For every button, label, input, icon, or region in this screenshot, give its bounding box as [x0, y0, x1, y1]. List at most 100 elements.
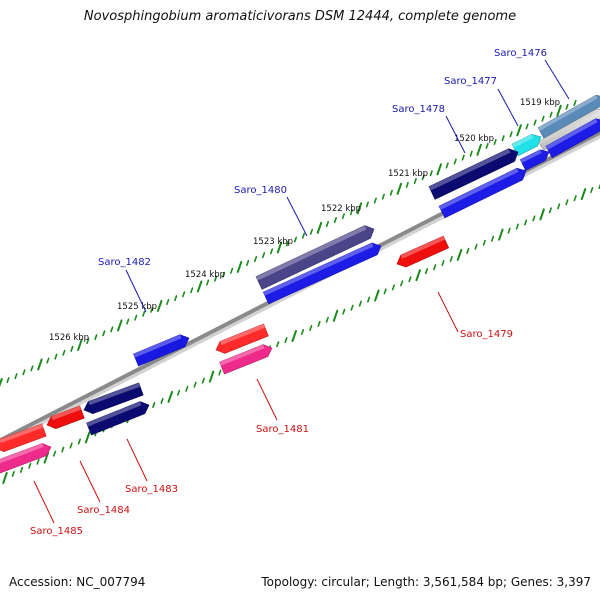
gene-arrow-Saro_1480-b[interactable] — [262, 242, 382, 305]
major-tick — [396, 182, 403, 195]
minor-tick — [94, 334, 98, 341]
major-tick — [236, 260, 243, 273]
gene-arrow-Saro_1484[interactable] — [46, 405, 85, 430]
minor-tick — [590, 187, 594, 194]
minor-tick — [253, 256, 258, 263]
gene-arrow-Saro_1483[interactable] — [83, 382, 144, 415]
major-tick — [208, 370, 215, 383]
minor-tick — [453, 158, 457, 165]
major-tick — [580, 188, 587, 201]
minor-tick — [102, 330, 106, 337]
gene-label-Saro_1481[interactable]: Saro_1481 — [256, 424, 309, 435]
minor-tick — [293, 236, 298, 243]
minor-tick — [598, 183, 600, 189]
gene-leader-line — [437, 291, 459, 333]
gene-label-Saro_1483[interactable]: Saro_1483 — [125, 484, 178, 495]
minor-tick — [333, 217, 337, 224]
major-tick — [415, 269, 421, 282]
minor-tick — [524, 219, 528, 226]
minor-tick — [110, 326, 114, 333]
minor-tick — [507, 227, 511, 234]
minor-tick — [62, 349, 66, 356]
minor-tick — [408, 276, 412, 283]
gene-arrow-Saro_1479[interactable] — [396, 235, 450, 268]
minor-tick — [325, 316, 329, 323]
minor-tick — [152, 401, 156, 409]
gene-arrow-Saro_1476-c[interactable] — [545, 118, 600, 159]
minor-tick — [134, 314, 138, 321]
gene-arrow-Saro_1476-b[interactable] — [538, 108, 600, 151]
minor-tick — [474, 243, 478, 250]
major-tick — [84, 431, 91, 444]
minor-tick — [53, 450, 57, 457]
minor-tick — [261, 252, 266, 259]
minor-tick — [421, 174, 425, 181]
gene-label-Saro_1480[interactable]: Saro_1480 — [234, 185, 287, 196]
minor-tick — [461, 154, 465, 161]
tick-layer — [0, 100, 600, 484]
gene-arrow-Saro_1483-b[interactable] — [86, 401, 150, 436]
gene-label-Saro_1485[interactable]: Saro_1485 — [30, 526, 83, 537]
minor-tick — [77, 438, 81, 445]
gene-label-Saro_1482[interactable]: Saro_1482 — [98, 257, 151, 268]
minor-tick — [201, 377, 205, 384]
minor-tick — [466, 247, 470, 254]
gene-arrow-Saro_1485[interactable] — [0, 423, 47, 453]
minor-tick — [349, 209, 353, 216]
minor-tick — [276, 341, 280, 348]
minor-tick — [373, 197, 377, 204]
major-tick — [167, 390, 174, 403]
gene-label-Saro_1477[interactable]: Saro_1477 — [444, 76, 497, 87]
gene-label-Saro_1479[interactable]: Saro_1479 — [460, 329, 513, 340]
minor-tick — [54, 353, 58, 360]
minor-tick — [182, 291, 186, 298]
minor-tick — [166, 299, 170, 306]
minor-tick — [391, 284, 395, 291]
major-tick — [332, 309, 339, 322]
kbp-label: 1520 kbp — [454, 134, 494, 144]
minor-tick — [532, 215, 536, 222]
minor-tick — [309, 228, 314, 235]
minor-tick — [269, 248, 274, 255]
gene-leader-line — [544, 59, 570, 100]
gene-arrow-Saro_1478-b[interactable] — [438, 167, 527, 219]
major-tick — [117, 319, 123, 332]
minor-tick — [509, 131, 513, 138]
gene-label-Saro_1476[interactable]: Saro_1476 — [494, 48, 547, 59]
gene-leader-line — [286, 196, 308, 237]
minor-tick — [350, 304, 354, 311]
major-tick — [356, 202, 363, 215]
gene-label-Saro_1478[interactable]: Saro_1478 — [392, 104, 445, 115]
minor-tick — [525, 123, 529, 130]
gene-arrow-Saro_1481[interactable] — [215, 323, 269, 354]
gene-arrow-Saro_1482[interactable] — [133, 334, 190, 367]
minor-tick — [70, 345, 74, 352]
minor-tick — [367, 296, 371, 303]
gene-arrow-Saro_1485-b[interactable] — [0, 443, 52, 474]
gene-arrow-Saro_1476[interactable] — [537, 94, 600, 139]
minor-tick — [565, 103, 569, 110]
label-layer: 1519 kbp 1520 kbp 1521 kbp 1522 kbp 1523 kbp… — [30, 48, 570, 537]
gene-leader-line — [497, 88, 519, 127]
minor-tick — [445, 162, 449, 169]
minor-tick — [230, 267, 234, 274]
kbp-label: 1524 kbp — [185, 270, 225, 280]
gene-arrow-Saro_1480[interactable] — [255, 225, 375, 290]
gene-label-Saro_1484[interactable]: Saro_1484 — [77, 505, 130, 516]
genome-summary-text: Topology: circular; Length: 3,561,584 bp… — [261, 575, 591, 589]
minor-tick — [515, 223, 519, 230]
gene-arrow-Saro_1481-b[interactable] — [219, 344, 273, 375]
minor-tick — [11, 470, 15, 477]
minor-tick — [490, 235, 495, 242]
minor-tick — [222, 271, 226, 278]
major-tick — [476, 143, 482, 156]
minor-tick — [214, 275, 218, 282]
gene-leader-line — [256, 378, 278, 421]
gene-arrow-Saro_1478[interactable] — [428, 148, 519, 200]
minor-tick — [176, 389, 181, 396]
minor-tick — [301, 232, 306, 239]
gene-arrow-Saro_1477-b[interactable] — [519, 149, 550, 171]
minor-tick — [365, 201, 369, 208]
minor-tick — [449, 255, 453, 263]
